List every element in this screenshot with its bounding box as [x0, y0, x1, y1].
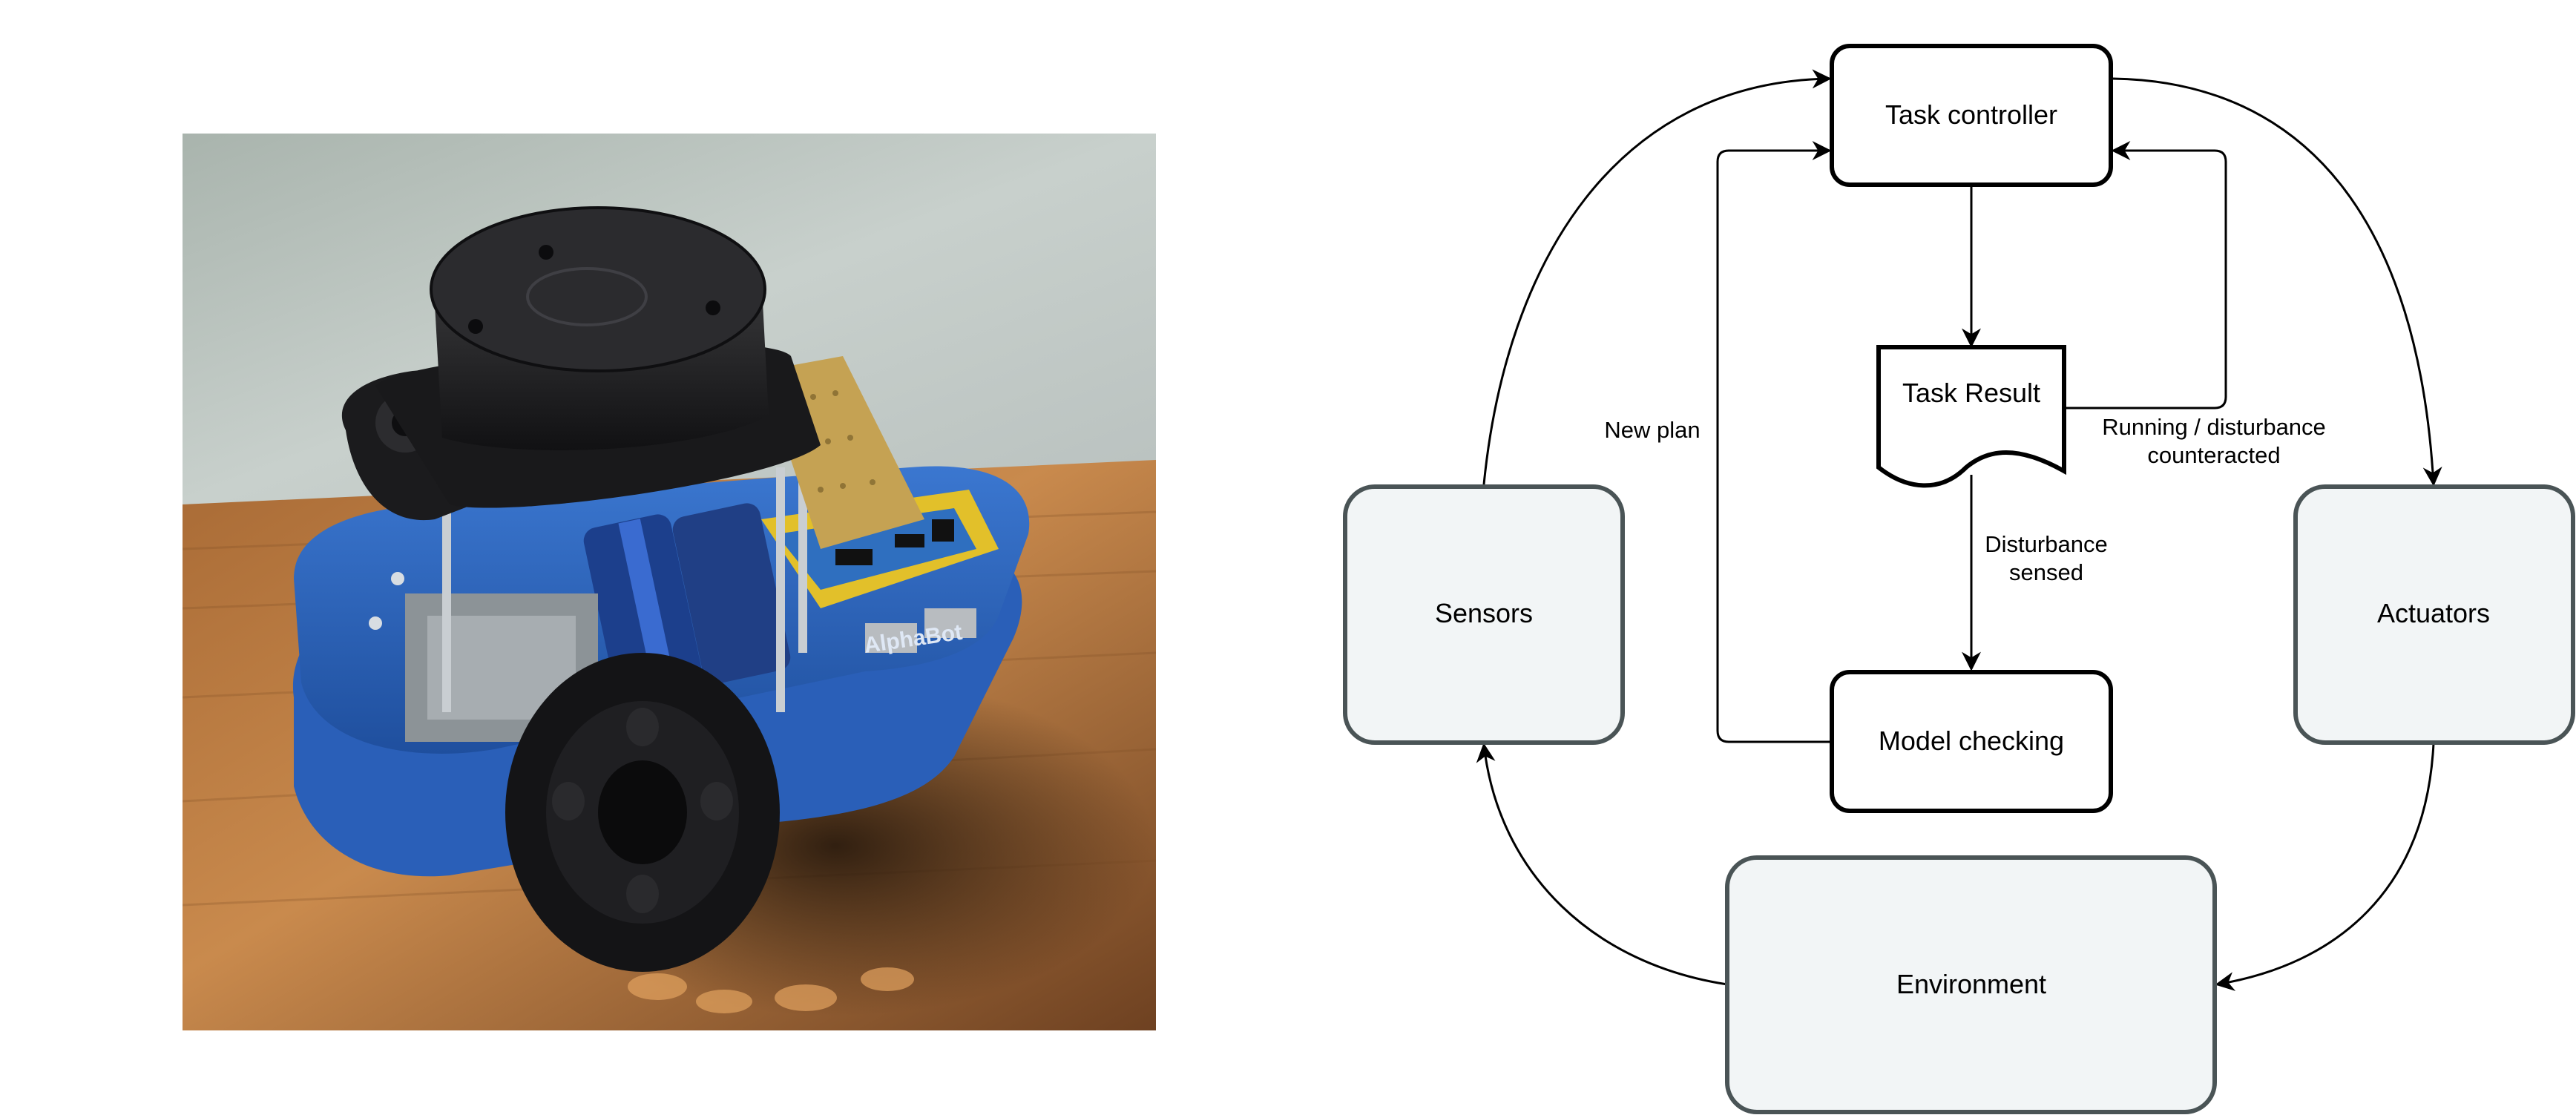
running-label-line2: counteracted: [2147, 442, 2280, 468]
task-result-node: Task Result: [1876, 345, 2066, 488]
running-label-line1: Running / disturbance: [2102, 414, 2326, 440]
new-plan-label: New plan: [1604, 417, 1700, 443]
disturbance-label-line2: sensed: [2009, 559, 2083, 585]
model-checking-label: Model checking: [1879, 726, 2064, 756]
sensors-label: Sensors: [1435, 598, 1533, 628]
actuators-node: Actuators: [2293, 484, 2575, 745]
edge-sensors-to-controller: [1482, 69, 1832, 485]
actuators-label: Actuators: [2377, 598, 2490, 628]
task-controller-label: Task controller: [1885, 99, 2057, 130]
disturbance-label-line1: Disturbance: [1985, 531, 2107, 557]
task-result-label: Task Result: [1902, 378, 2040, 408]
model-checking-node: Model checking: [1830, 670, 2113, 813]
robot-photo: AlphaBot: [183, 134, 1156, 1030]
environment-label: Environment: [1896, 969, 2046, 999]
edge-actuators-to-environment: [2215, 743, 2435, 991]
task-controller-node: Task controller: [1830, 44, 2113, 187]
edge-environment-to-sensors: [1476, 743, 1728, 986]
edge-controller-to-actuators: [2112, 77, 2442, 487]
environment-node: Environment: [1725, 855, 2217, 1114]
edge-model-checking-to-controller: [1716, 141, 1832, 743]
sensors-node: Sensors: [1343, 484, 1625, 745]
edge-result-to-controller: [2064, 141, 2227, 410]
